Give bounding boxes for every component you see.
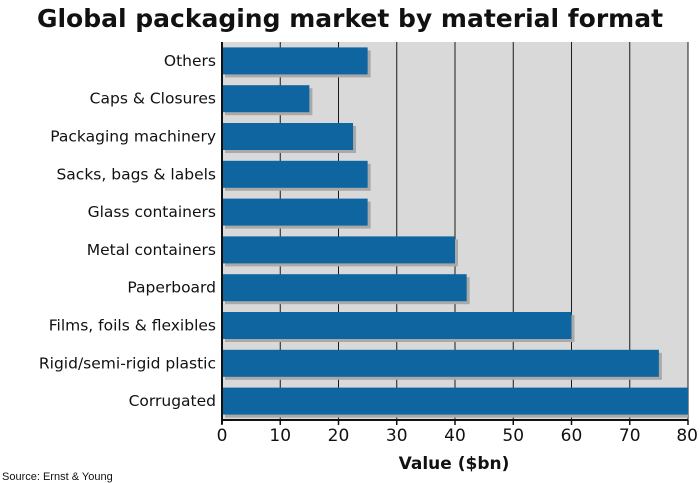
- category-label: Metal containers: [87, 241, 216, 259]
- bar: [222, 387, 688, 415]
- category-label: Caps & Closures: [90, 90, 216, 108]
- axes: [221, 42, 689, 425]
- source-note: Source: Ernst & Young: [2, 471, 113, 483]
- tick-labels: 0 10 20 30 40 50 60 70 80: [217, 426, 698, 446]
- bars: [222, 47, 688, 418]
- category-label: Films, foils & flexibles: [49, 317, 216, 335]
- category-label: Glass containers: [88, 203, 216, 221]
- x-tick-label: 10: [269, 426, 291, 446]
- category-label: Corrugated: [129, 392, 216, 410]
- x-tick-label: 70: [619, 426, 641, 446]
- x-tick-label: 40: [444, 426, 466, 446]
- x-tick-label: 60: [561, 426, 583, 446]
- bar: [222, 160, 368, 188]
- x-tick-label: 50: [502, 426, 524, 446]
- category-label: Packaging machinery: [50, 128, 216, 146]
- bar: [222, 47, 368, 75]
- category-label: Paperboard: [127, 279, 216, 297]
- bar: [222, 85, 310, 113]
- category-label: Sacks, bags & labels: [56, 165, 216, 183]
- x-tick-label: 20: [328, 426, 350, 446]
- bar: [222, 198, 368, 226]
- category-label: Rigid/semi-rigid plastic: [39, 354, 216, 372]
- x-tick-label: 0: [217, 426, 228, 446]
- category-labels: Others Caps & Closures Packaging machinery…: [39, 52, 216, 410]
- bar: [222, 312, 572, 339]
- bar: [222, 123, 354, 150]
- bar: [222, 236, 455, 264]
- category-label: Others: [164, 52, 216, 70]
- x-axis-title: Value ($bn): [399, 454, 510, 474]
- bar: [222, 349, 659, 377]
- chart-title: Global packaging market by material form…: [37, 4, 663, 33]
- bar: [222, 274, 467, 302]
- x-tick-label: 30: [386, 426, 408, 446]
- x-tick-label: 80: [676, 426, 698, 446]
